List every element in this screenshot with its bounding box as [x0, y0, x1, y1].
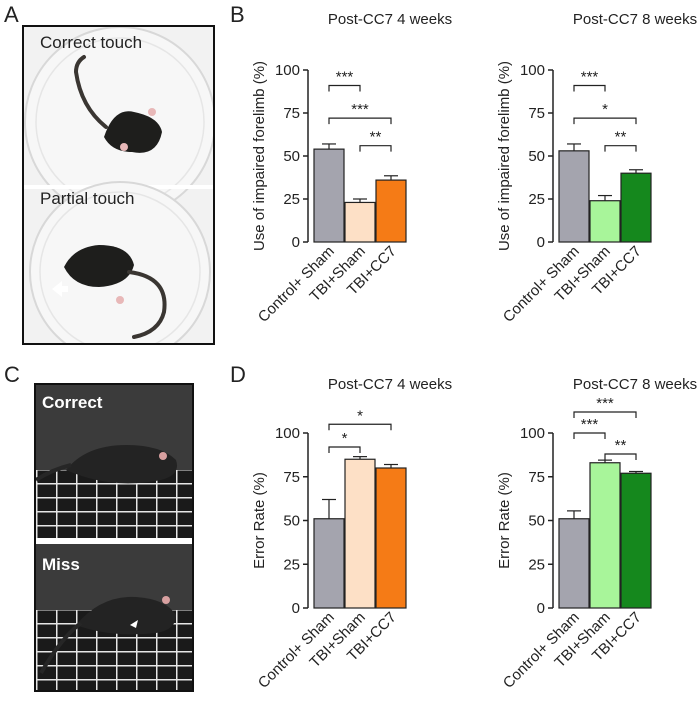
photo-caption-correct-touch: Correct touch: [40, 33, 143, 52]
significance-label: ***: [581, 416, 599, 433]
y-tick-label: 0: [292, 600, 300, 617]
significance-bracket: [573, 117, 637, 125]
significance-bracket: [328, 117, 392, 125]
bar: [344, 201, 376, 243]
y-tick-label: 25: [528, 191, 545, 208]
y-tick-label: 100: [275, 425, 300, 442]
bar: [620, 172, 652, 243]
chart-title: Post-CC7 8 weeks: [573, 376, 697, 393]
y-tick-label: 25: [283, 556, 300, 573]
chart-title: Post-CC7 8 weeks: [573, 11, 697, 28]
y-tick-label: 100: [520, 425, 545, 442]
bar: [375, 467, 407, 609]
significance-bracket: [328, 446, 361, 453]
significance-bracket: [573, 84, 606, 92]
y-axis-label: Error Rate (%): [496, 472, 513, 569]
significance-bracket: [604, 453, 637, 460]
y-tick-label: 75: [283, 469, 300, 486]
y-tick-label: 0: [537, 234, 545, 251]
significance-label: ***: [581, 68, 599, 85]
bar: [589, 200, 621, 243]
grid-walk-illustration: [36, 385, 192, 690]
bar: [344, 458, 376, 609]
bar: [558, 150, 590, 243]
y-tick-label: 25: [283, 191, 300, 208]
arrow-icon: [52, 281, 68, 297]
y-tick-label: 75: [528, 469, 545, 486]
arrow-icon: [130, 620, 138, 628]
photo-a-mouse-cylinder: Correct touch Partial touch: [22, 25, 215, 345]
significance-bracket: [328, 423, 392, 431]
y-tick-label: 100: [275, 62, 300, 79]
chart-b-8-weeks: Post-CC7 8 weeks Use of impaired forelimb…: [496, 11, 697, 326]
significance-label: ***: [596, 395, 614, 412]
bar: [313, 518, 345, 609]
y-tick-label: 75: [283, 105, 300, 122]
y-tick-label: 75: [528, 105, 545, 122]
significance-label: **: [370, 129, 382, 146]
y-tick-label: 50: [528, 148, 545, 165]
chart-d-4-weeks: Post-CC7 4 weeks Error Rate (%) 0 25 50 75 100…: [251, 376, 452, 692]
panel-label-c: C: [4, 362, 20, 387]
significance-label: *: [602, 101, 608, 118]
y-tick-label: 25: [528, 556, 545, 573]
y-tick-label: 0: [537, 600, 545, 617]
bar: [375, 179, 407, 243]
photo-c-grid-walk: Correct Miss: [34, 383, 194, 692]
panel-label-d: D: [230, 362, 246, 387]
significance-label: **: [615, 437, 627, 454]
significance-bracket: [359, 145, 392, 152]
y-tick-label: 50: [283, 148, 300, 165]
significance-bracket: [573, 411, 637, 418]
photo-caption-correct: Correct: [42, 393, 103, 412]
significance-label: **: [615, 129, 627, 146]
significance-label: ***: [336, 68, 354, 85]
chart-b-4-weeks: Post-CC7 4 weeks Use of impaired forelimb…: [251, 11, 452, 326]
y-axis-label: Use of impaired forelimb (%): [251, 61, 268, 251]
photo-caption-partial-touch: Partial touch: [40, 189, 135, 208]
significance-bracket: [328, 84, 361, 92]
y-axis-label: Use of impaired forelimb (%): [496, 61, 513, 251]
y-axis-label: Error Rate (%): [251, 472, 268, 569]
significance-bracket: [573, 432, 606, 439]
chart-title: Post-CC7 4 weeks: [328, 11, 452, 28]
y-tick-label: 0: [292, 234, 300, 251]
cylinder-illustration: [24, 27, 213, 343]
panel-label-b: B: [230, 2, 245, 27]
panel-label-a: A: [4, 2, 19, 27]
y-tick-label: 50: [283, 513, 300, 530]
significance-label: *: [342, 430, 348, 447]
chart-title: Post-CC7 4 weeks: [328, 376, 452, 393]
chart-d-8-weeks: Post-CC7 8 weeks Error Rate (%) 0 25 50 75 100…: [496, 376, 697, 692]
significance-bracket: [604, 145, 637, 152]
significance-label: *: [357, 407, 363, 424]
y-tick-label: 100: [520, 62, 545, 79]
photo-caption-miss: Miss: [42, 555, 80, 574]
significance-label: ***: [351, 101, 369, 118]
bar: [558, 518, 590, 609]
bar: [620, 472, 652, 609]
bar: [589, 462, 621, 609]
y-tick-label: 50: [528, 513, 545, 530]
bar: [313, 148, 345, 243]
